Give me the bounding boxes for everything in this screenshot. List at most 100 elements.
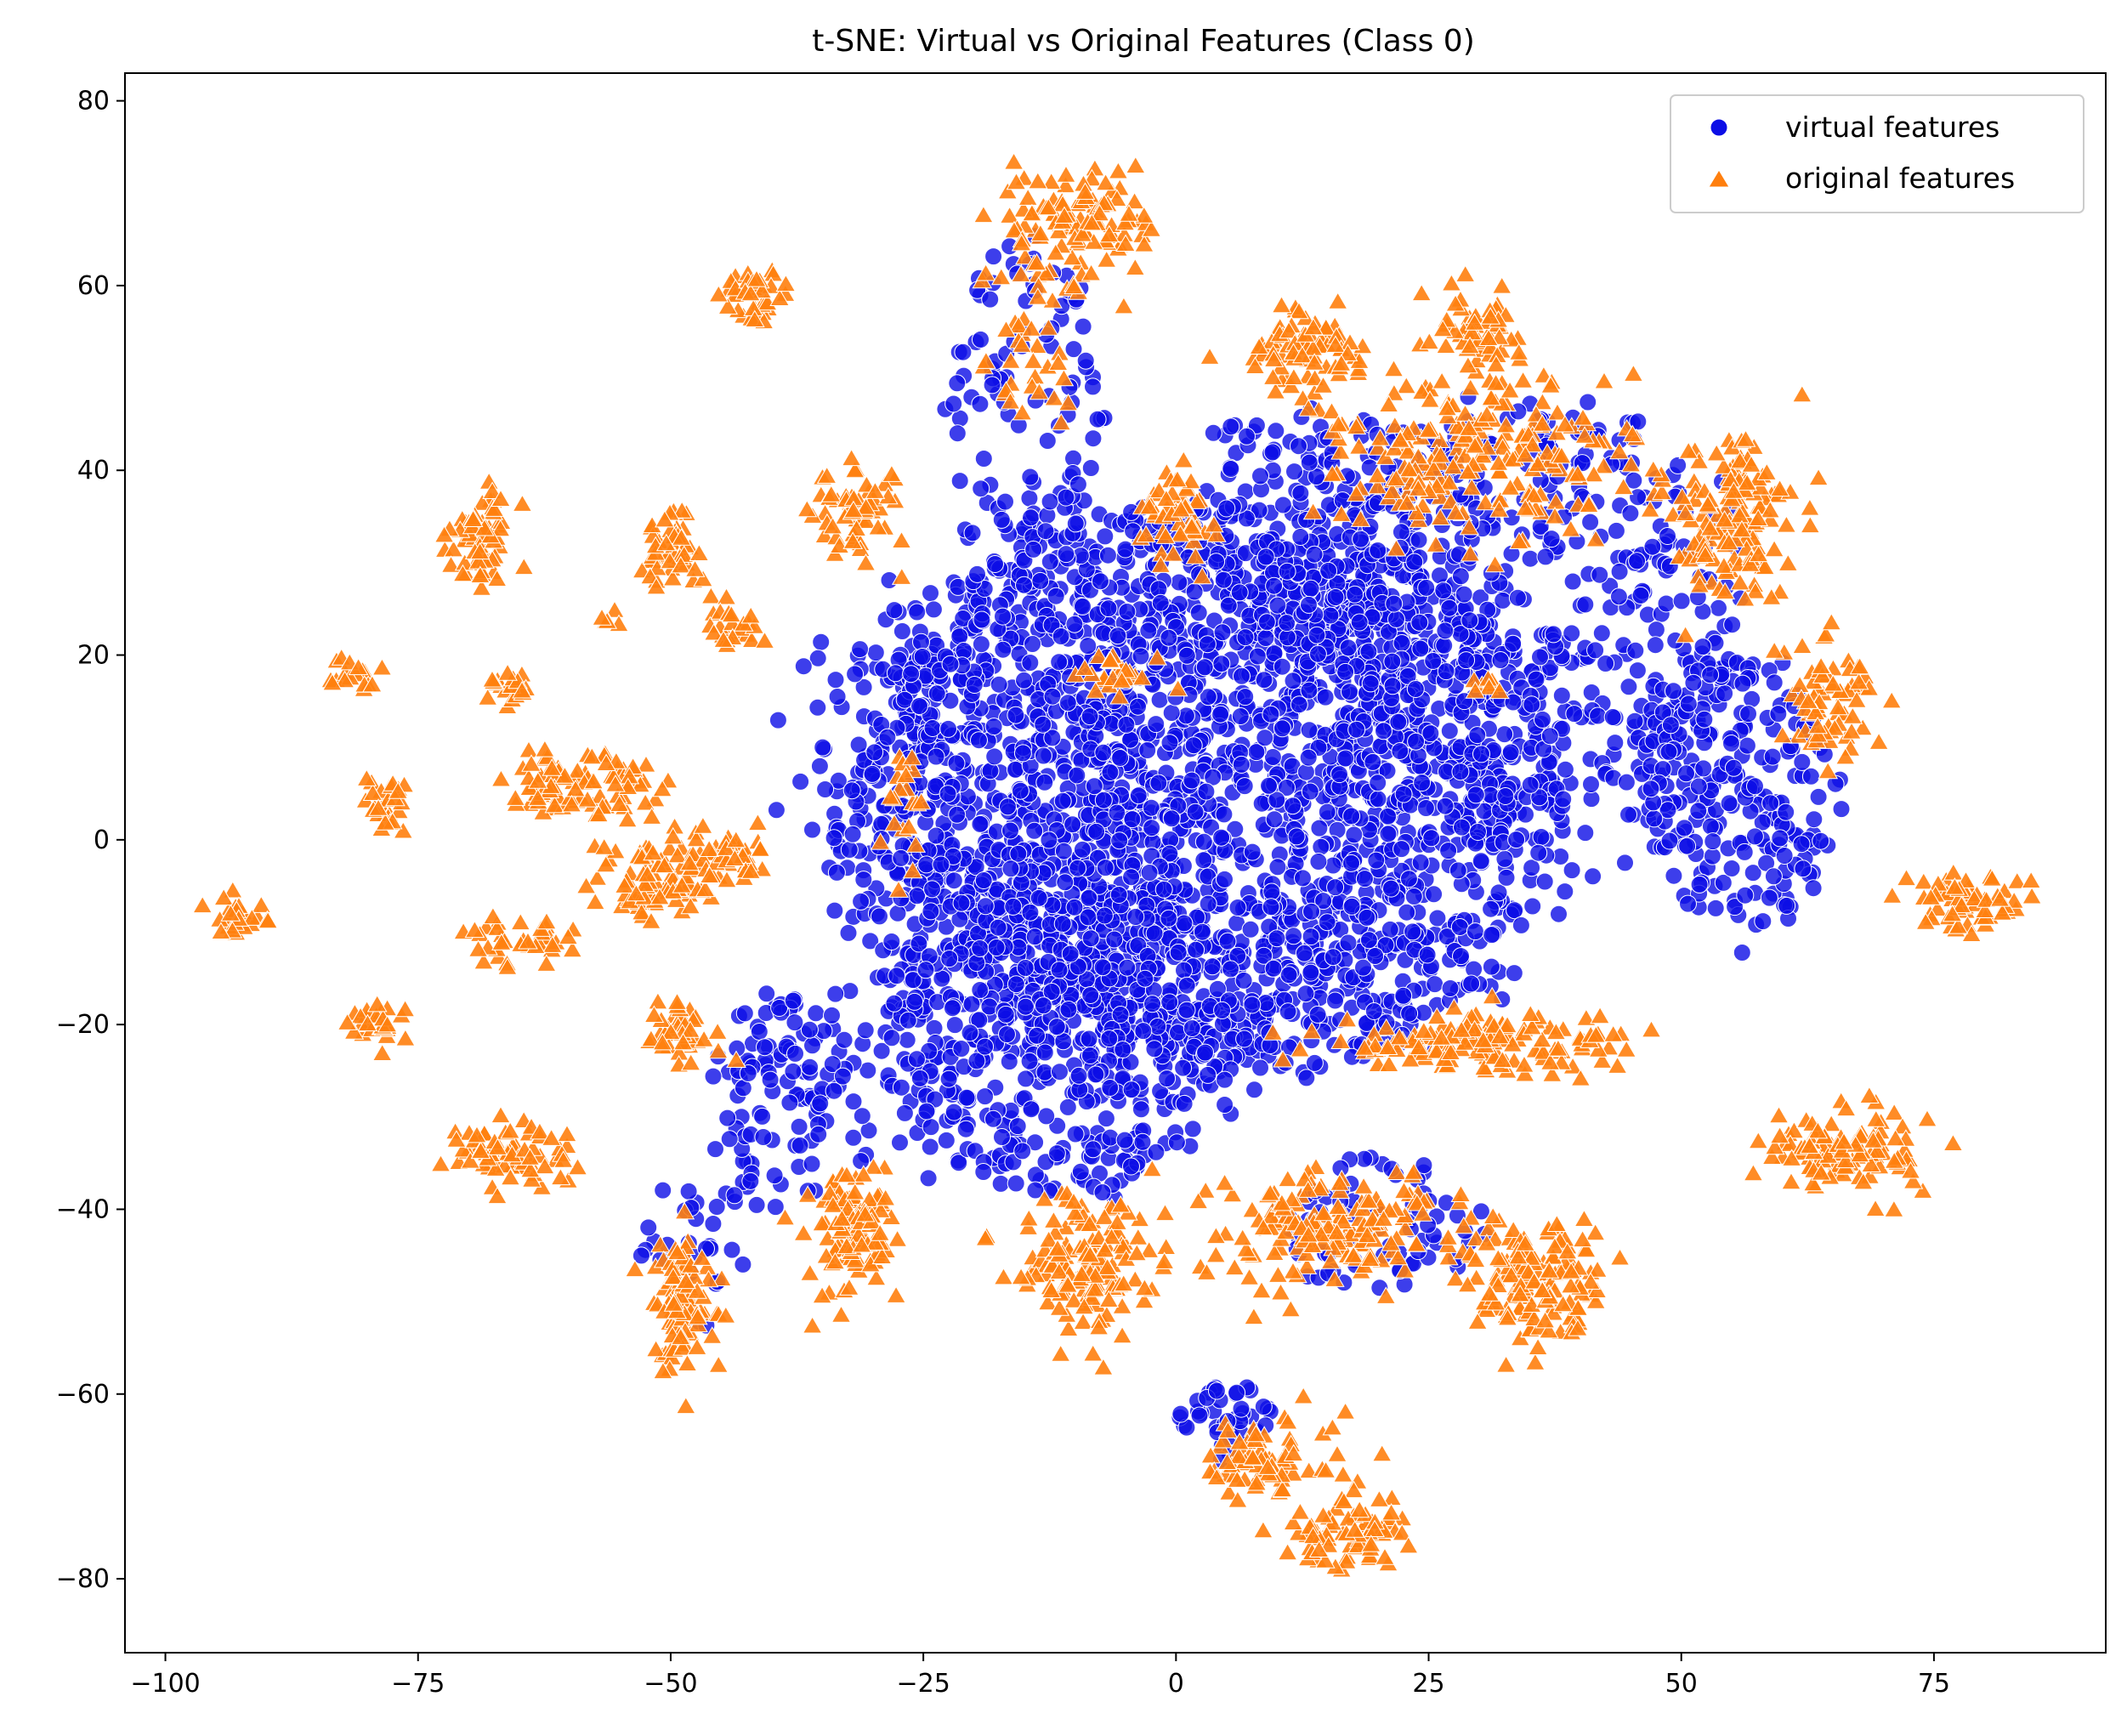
virtual-feature-point [1204,423,1222,442]
virtual-feature-point [1184,736,1203,755]
virtual-feature-point [1262,898,1280,916]
virtual-feature-point [823,1006,841,1024]
virtual-feature-point [985,747,1004,766]
virtual-feature-point [735,1004,754,1023]
virtual-feature-point [1609,587,1628,606]
original-feature-point [1125,156,1146,173]
virtual-feature-point [1495,849,1514,868]
virtual-feature-point [1619,805,1637,824]
original-feature-point [1003,152,1024,170]
virtual-feature-point [971,814,990,833]
virtual-feature-point [1160,734,1179,752]
virtual-feature-point [994,640,1012,659]
virtual-feature-point [1576,595,1595,614]
virtual-feature-point [1695,710,1714,729]
virtual-feature-point [1693,638,1712,656]
virtual-feature-point [1263,443,1282,462]
virtual-feature-point [1068,766,1086,785]
virtual-feature-point [1129,786,1148,805]
virtual-feature-point [1034,715,1052,734]
virtual-feature-point [1230,583,1249,602]
virtual-feature-point [1154,880,1173,899]
virtual-feature-point [1236,628,1255,647]
virtual-feature-point [1367,851,1386,870]
virtual-feature-point [1542,530,1561,548]
virtual-feature-point [1015,576,1033,594]
virtual-feature-point [1318,913,1336,932]
virtual-feature-point [1665,866,1683,885]
virtual-feature-point [1194,832,1213,851]
virtual-feature-point [996,492,1014,511]
virtual-feature-point [1576,824,1595,842]
virtual-feature-point [1257,613,1276,632]
virtual-feature-point [1300,595,1318,614]
virtual-feature-point [1299,748,1318,767]
virtual-feature-point [1268,858,1287,877]
virtual-feature-point [1007,706,1025,724]
virtual-feature-point [1468,726,1487,745]
virtual-feature-point [707,1198,726,1216]
virtual-feature-point [826,671,845,689]
virtual-feature-point [1100,1030,1119,1048]
virtual-feature-point [854,871,873,889]
virtual-feature-point [1745,827,1764,846]
virtual-feature-point [1466,786,1485,804]
virtual-feature-point [1233,667,1251,685]
virtual-feature-point [939,1069,958,1088]
virtual-feature-point [1065,898,1084,916]
virtual-feature-point [807,1004,825,1023]
virtual-feature-point [1665,682,1682,701]
virtual-feature-point [1428,909,1447,928]
virtual-feature-point [1066,1125,1085,1143]
virtual-feature-point [1804,879,1823,898]
virtual-feature-point [1169,943,1188,962]
virtual-feature-point [895,1103,914,1122]
virtual-feature-point [1496,787,1515,805]
virtual-feature-point [1361,674,1380,693]
virtual-feature-point [1051,1063,1069,1081]
virtual-feature-point [1440,722,1459,740]
virtual-feature-point [954,343,973,361]
virtual-feature-point [1389,712,1408,731]
virtual-feature-point [1684,673,1703,692]
virtual-feature-point [1308,644,1327,663]
virtual-feature-point [1294,869,1312,888]
virtual-feature-point [1581,513,1600,531]
virtual-feature-point [757,984,776,1003]
virtual-feature-point [927,684,946,703]
virtual-feature-point [1563,572,1582,591]
virtual-feature-point [1008,1117,1027,1136]
virtual-feature-point [1355,870,1374,888]
virtual-feature-point [1296,984,1315,1003]
virtual-feature-point [1330,765,1348,784]
virtual-feature-point [1290,437,1307,456]
virtual-feature-point [1375,722,1392,740]
virtual-feature-point [963,524,982,542]
virtual-feature-point [1392,840,1411,859]
virtual-feature-point [948,805,967,824]
virtual-feature-point [910,697,928,715]
virtual-feature-point [1256,629,1275,647]
virtual-feature-point [1122,1081,1141,1099]
virtual-feature-point [1058,694,1077,712]
virtual-feature-point [1087,822,1106,841]
virtual-feature-point [1047,1018,1066,1036]
virtual-feature-point [800,1020,819,1039]
virtual-feature-point [1053,791,1072,810]
virtual-feature-point [1316,688,1335,706]
virtual-feature-point [1812,831,1830,850]
virtual-feature-point [1413,774,1432,792]
virtual-feature-point [1689,777,1708,796]
virtual-feature-point [808,698,827,717]
virtual-feature-point [1245,1081,1263,1099]
virtual-feature-point [1411,639,1430,658]
virtual-feature-point [1406,680,1425,698]
virtual-feature-point [1387,610,1405,628]
virtual-feature-point [1461,611,1479,630]
virtual-feature-point [1451,567,1470,586]
virtual-feature-point [1009,844,1028,863]
virtual-feature-point [1241,920,1260,939]
virtual-feature-point [1535,872,1554,891]
virtual-feature-point [853,1107,871,1126]
virtual-feature-point [923,719,942,737]
